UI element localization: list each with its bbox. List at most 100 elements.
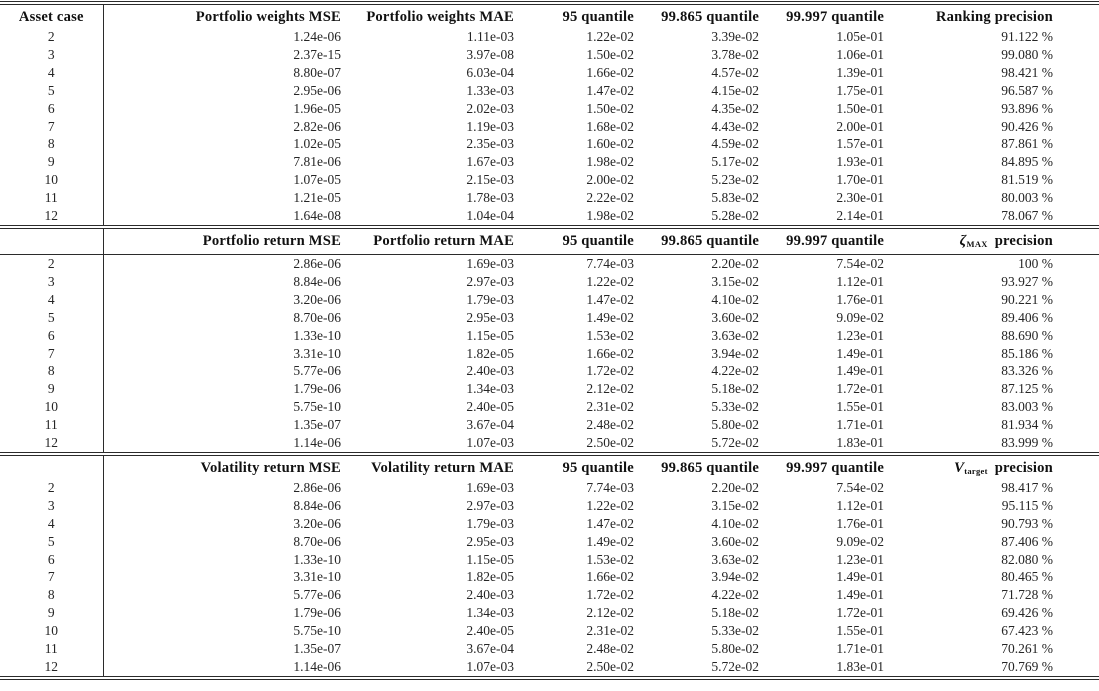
precision-label: precision: [994, 232, 1053, 249]
header-cell: 99.997 quantile: [786, 9, 884, 25]
data-cell: 2.40e-03: [466, 363, 514, 379]
precision-label: Ranking precision: [935, 9, 1053, 25]
data-cell: 1.49e-01: [836, 569, 884, 585]
data-cell: 81.519 %: [1001, 172, 1053, 188]
header-row: Asset case Portfolio weights MSE Portfolio…: [0, 5, 1099, 28]
asset-case-cell: 2: [0, 254, 104, 273]
asset-case-cell: 4: [0, 63, 104, 82]
data-cell: 1.34e-03: [466, 605, 514, 621]
data-cell: 1.07e-03: [466, 659, 514, 674]
data-cell: 98.421 %: [1001, 64, 1053, 80]
data-cell: 1.12e-01: [836, 497, 884, 513]
data-cell: 1.47e-02: [586, 82, 634, 98]
data-cell: 1.35e-07: [293, 417, 341, 433]
data-cell: 2.30e-01: [836, 190, 884, 206]
data-cell: 1.50e-01: [836, 100, 884, 116]
asset-case-cell: 10: [0, 171, 104, 190]
data-cell: 5.83e-02: [711, 190, 759, 206]
data-cell: 4.57e-02: [711, 64, 759, 80]
data-cell: 1.49e-01: [836, 345, 884, 361]
table-row: 10 1.07e-05 2.15e-03 2.00e-02 5.23e-02 1.70e-…: [0, 171, 1099, 190]
table-row: 3 2.37e-15 3.97e-08 1.50e-02 3.78e-02 1.06e-0…: [0, 45, 1099, 64]
asset-case-cell: 4: [0, 514, 104, 533]
table-row: 7 3.31e-10 1.82e-05 1.66e-02 3.94e-02 1.49e-0…: [0, 344, 1099, 363]
data-cell: 1.21e-05: [293, 190, 341, 206]
data-cell: 7.54e-02: [836, 255, 884, 271]
table-row: 10 5.75e-10 2.40e-05 2.31e-02 5.33e-02 1.55e-…: [0, 398, 1099, 417]
header-cell: 99.865 quantile: [661, 459, 759, 476]
data-cell: 1.22e-02: [586, 497, 634, 513]
data-cell: 3.78e-02: [711, 46, 759, 62]
data-cell: 2.82e-06: [293, 118, 341, 134]
data-cell: 3.15e-02: [711, 273, 759, 289]
header-cell: Portfolio weights MAE: [366, 9, 514, 25]
data-cell: 1.82e-05: [466, 569, 514, 585]
table-row: 10 5.75e-10 2.40e-05 2.31e-02 5.33e-02 1.55e-…: [0, 622, 1099, 641]
asset-case-cell: 12: [0, 207, 104, 225]
data-cell: 2.40e-05: [466, 399, 514, 415]
data-cell: 1.72e-01: [836, 381, 884, 397]
data-cell: 2.15e-03: [466, 172, 514, 188]
data-cell: 1.66e-02: [586, 345, 634, 361]
data-cell: 90.793 %: [1001, 515, 1053, 531]
data-cell: 8.80e-07: [293, 64, 341, 80]
data-cell: 1.57e-01: [836, 136, 884, 152]
data-cell: 1.50e-02: [586, 100, 634, 116]
data-cell: 3.39e-02: [711, 29, 759, 44]
data-cell: 2.95e-03: [466, 533, 514, 549]
data-cell: 4.22e-02: [711, 363, 759, 379]
data-cell: 2.31e-02: [586, 399, 634, 415]
data-cell: 1.78e-03: [466, 190, 514, 206]
data-cell: 1.79e-06: [293, 605, 341, 621]
data-cell: 1.04e-04: [466, 208, 514, 224]
data-cell: 2.50e-02: [586, 435, 634, 451]
data-cell: 1.23e-01: [836, 551, 884, 567]
asset-case-cell: 5: [0, 81, 104, 100]
header-cell: 99.865 quantile: [640, 228, 765, 255]
data-cell: 1.34e-03: [466, 381, 514, 397]
data-cell: 1.70e-01: [836, 172, 884, 188]
data-cell: 2.22e-02: [586, 190, 634, 206]
data-cell: 3.20e-06: [293, 291, 341, 307]
data-cell: 80.465 %: [1001, 569, 1053, 585]
data-cell: 3.63e-02: [711, 327, 759, 343]
data-cell: 1.98e-02: [586, 208, 634, 224]
table-row: 3 8.84e-06 2.97e-03 1.22e-02 3.15e-02 1.12e-0…: [0, 496, 1099, 515]
table-section-0: Asset case Portfolio weights MSE Portfolio…: [0, 5, 1099, 225]
data-cell: 1.72e-01: [836, 605, 884, 621]
data-cell: 70.769 %: [1001, 659, 1053, 674]
data-cell: 1.14e-06: [293, 659, 341, 674]
data-cell: 3.15e-02: [711, 497, 759, 513]
table-row: 6 1.33e-10 1.15e-05 1.53e-02 3.63e-02 1.23e-0…: [0, 550, 1099, 569]
data-cell: 5.28e-02: [711, 208, 759, 224]
data-cell: 3.67e-04: [466, 417, 514, 433]
data-cell: 100 %: [1018, 255, 1053, 271]
table-row: 12 1.14e-06 1.07e-03 2.50e-02 5.72e-02 1.83e-…: [0, 658, 1099, 676]
data-cell: 1.47e-02: [586, 515, 634, 531]
data-cell: 1.49e-02: [586, 533, 634, 549]
asset-case-cell: 8: [0, 135, 104, 154]
data-cell: 67.423 %: [1001, 623, 1053, 639]
data-cell: 3.94e-02: [711, 345, 759, 361]
asset-case-cell: 2: [0, 478, 104, 497]
data-cell: 89.406 %: [1001, 309, 1053, 325]
data-cell: 87.125 %: [1001, 381, 1053, 397]
data-cell: 2.20e-02: [711, 479, 759, 495]
data-cell: 1.53e-02: [586, 551, 634, 567]
table-row: 11 1.35e-07 3.67e-04 2.48e-02 5.80e-02 1.71e-…: [0, 416, 1099, 435]
asset-case-cell: 2: [0, 28, 104, 46]
data-cell: 5.77e-06: [293, 587, 341, 603]
data-cell: 1.49e-01: [836, 587, 884, 603]
data-cell: 82.080 %: [1001, 551, 1053, 567]
data-cell: 1.07e-05: [293, 172, 341, 188]
data-cell: 69.426 %: [1001, 605, 1053, 621]
asset-case-cell: 6: [0, 99, 104, 118]
data-cell: 5.72e-02: [711, 659, 759, 674]
data-cell: 1.76e-01: [836, 291, 884, 307]
data-cell: 2.48e-02: [586, 417, 634, 433]
data-cell: 5.33e-02: [711, 623, 759, 639]
header-cell: Portfolio weights MSE: [195, 9, 341, 25]
data-cell: 1.49e-02: [586, 309, 634, 325]
data-cell: 6.03e-04: [466, 64, 514, 80]
data-cell: 4.10e-02: [711, 515, 759, 531]
